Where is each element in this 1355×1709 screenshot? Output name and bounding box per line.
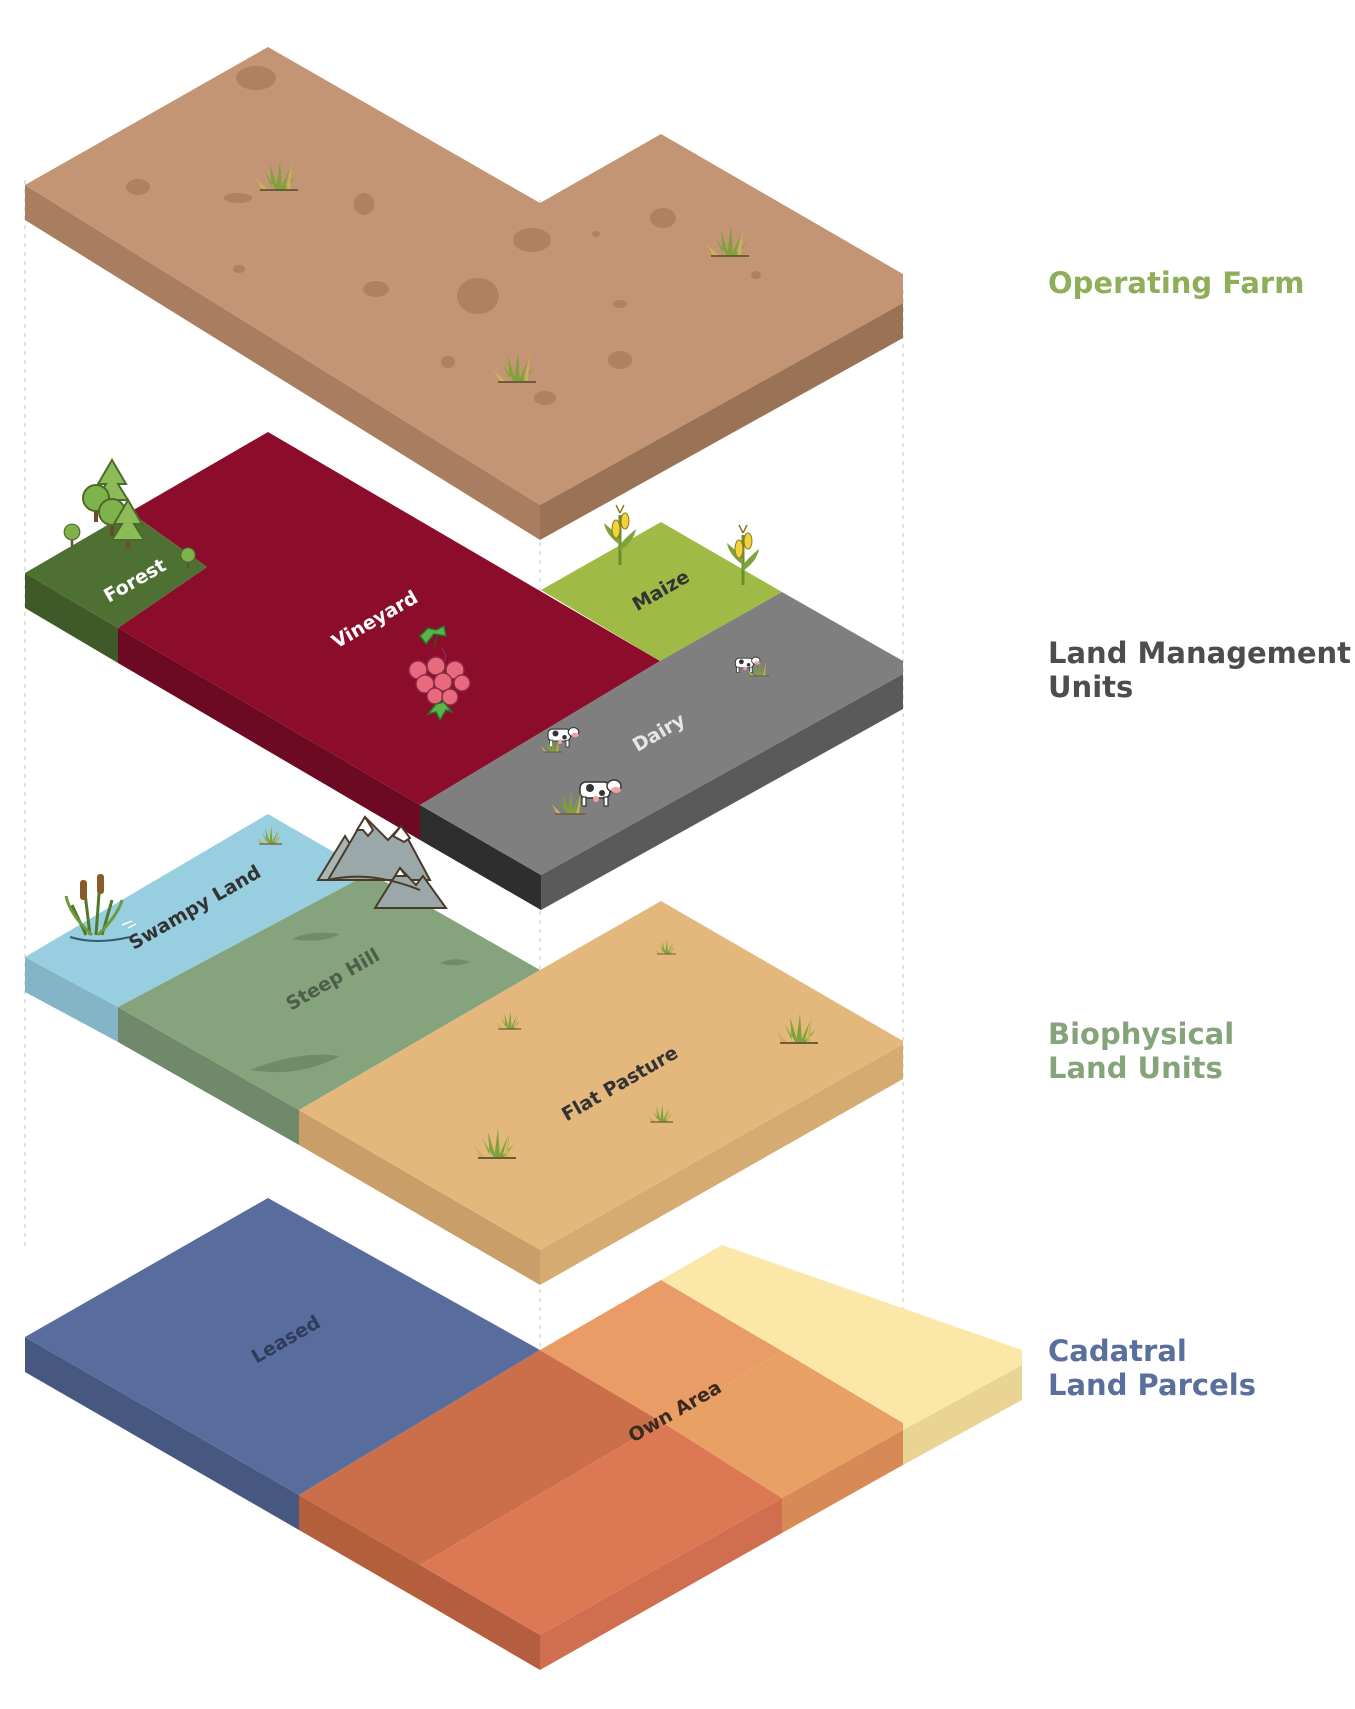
swampy-side bbox=[25, 957, 118, 1042]
reed-icon bbox=[64, 874, 137, 942]
own-side-left bbox=[299, 1495, 420, 1600]
land-management-units-title-line-1: Land Management bbox=[1048, 636, 1352, 670]
cadastral-layer: Leased Own Area bbox=[25, 1198, 1022, 1670]
extra-top bbox=[661, 1245, 1022, 1430]
own-side-right bbox=[540, 1498, 782, 1670]
steep-side bbox=[118, 1007, 299, 1145]
vineyard-top bbox=[118, 432, 660, 805]
mountain-icon bbox=[316, 815, 448, 909]
biophysical-layer: Swampy Land Steep Hill Flat Pasture bbox=[25, 814, 903, 1285]
own-top-left bbox=[299, 1350, 662, 1565]
dairy-side-right bbox=[541, 674, 903, 910]
biophysical-land-units-title: Biophysical Land Units bbox=[1048, 1017, 1234, 1085]
land-management-units-title-line-2: Units bbox=[1048, 670, 1134, 704]
steep-top bbox=[118, 873, 540, 1110]
dairy-side-left bbox=[420, 805, 541, 910]
leased-top bbox=[25, 1198, 540, 1495]
swampy-top bbox=[25, 814, 370, 1007]
land-management-layer: Forest Vineyard Maize Dairy bbox=[25, 432, 903, 910]
flat-side-left bbox=[299, 1110, 540, 1285]
farm-spots bbox=[126, 66, 761, 405]
forest-top bbox=[25, 512, 207, 628]
cadastral-title-line-2: Land Parcels bbox=[1048, 1368, 1256, 1402]
biophysical-title-line-2: Land Units bbox=[1048, 1051, 1223, 1085]
farm-side-left bbox=[25, 185, 540, 540]
dairy-top bbox=[420, 592, 903, 875]
operating-farm-layer bbox=[25, 47, 903, 540]
vineyard-side bbox=[118, 628, 420, 840]
cadastral-land-parcels-title: Cadatral Land Parcels bbox=[1048, 1334, 1256, 1402]
operating-farm-title: Operating Farm bbox=[1048, 266, 1304, 300]
land-management-units-title: Land Management Units bbox=[1048, 636, 1351, 704]
forest-side bbox=[25, 573, 118, 663]
cadastral-title-line-1: Cadatral bbox=[1048, 1334, 1187, 1368]
grape-icon bbox=[408, 624, 471, 722]
own-top-far bbox=[662, 1351, 903, 1498]
own-top-front bbox=[420, 1422, 782, 1635]
extra-side bbox=[903, 1365, 1022, 1465]
flat-side-right bbox=[540, 1044, 903, 1285]
maize-top bbox=[541, 522, 782, 661]
operating-farm-title-line: Operating Farm bbox=[1048, 266, 1305, 300]
leased-side bbox=[25, 1337, 299, 1530]
flat-top bbox=[299, 901, 903, 1250]
biophysical-title-line-1: Biophysical bbox=[1048, 1017, 1235, 1051]
farm-side-right bbox=[540, 303, 903, 540]
farm-top bbox=[25, 47, 903, 505]
own-side-right2 bbox=[782, 1430, 903, 1533]
own-side-front bbox=[420, 1565, 540, 1670]
